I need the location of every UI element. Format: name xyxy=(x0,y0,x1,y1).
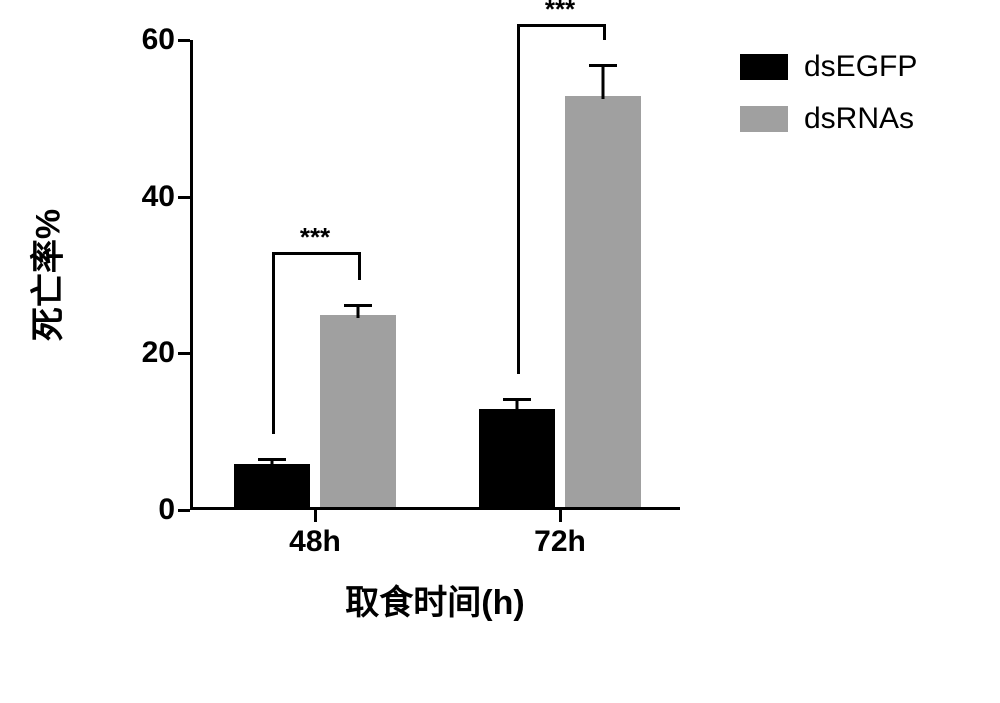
x-tick-label: 72h xyxy=(534,525,586,559)
x-axis-title: 取食时间(h) xyxy=(345,575,524,624)
significance-label: *** xyxy=(300,222,330,253)
error-bar-cap xyxy=(344,304,372,307)
bar-dsrnas-72h xyxy=(565,96,641,507)
y-tick-label: 20 xyxy=(142,336,175,370)
error-bar-cap xyxy=(589,64,617,67)
x-axis-line xyxy=(190,507,680,510)
y-tick-label: 40 xyxy=(142,180,175,214)
legend-label: dsEGFP xyxy=(804,50,917,84)
chart-container: 死亡率% 取食时间(h) ****** 020406048h72h xyxy=(90,40,680,560)
significance-bracket-arm xyxy=(603,24,606,40)
legend: dsEGFP dsRNAs xyxy=(740,50,917,154)
error-bar-cap xyxy=(503,398,531,401)
x-tick xyxy=(559,510,562,522)
bar-dsegfp-72h xyxy=(479,409,555,507)
y-tick xyxy=(178,39,190,42)
error-bar xyxy=(602,64,605,99)
error-bar-cap xyxy=(258,458,286,461)
legend-item: dsEGFP xyxy=(740,50,917,84)
legend-swatch-dsegfp xyxy=(740,54,788,80)
significance-bracket-arm xyxy=(517,24,520,374)
bar-dsegfp-48h xyxy=(234,464,310,507)
legend-swatch-dsrnas xyxy=(740,106,788,132)
x-tick xyxy=(314,510,317,522)
legend-label: dsRNAs xyxy=(804,102,914,136)
x-tick-label: 48h xyxy=(289,525,341,559)
significance-label: *** xyxy=(545,0,575,25)
y-tick-label: 60 xyxy=(142,23,175,57)
y-tick xyxy=(178,196,190,199)
y-tick-label: 0 xyxy=(158,493,175,527)
bar-dsrnas-48h xyxy=(320,315,396,507)
legend-item: dsRNAs xyxy=(740,102,917,136)
y-axis-line xyxy=(190,40,193,510)
significance-bracket-arm xyxy=(272,252,275,435)
y-axis-title: 死亡率% xyxy=(21,209,70,341)
plot-area: ****** xyxy=(190,40,680,510)
significance-bracket-arm xyxy=(358,252,361,281)
y-tick xyxy=(178,352,190,355)
y-tick xyxy=(178,509,190,512)
